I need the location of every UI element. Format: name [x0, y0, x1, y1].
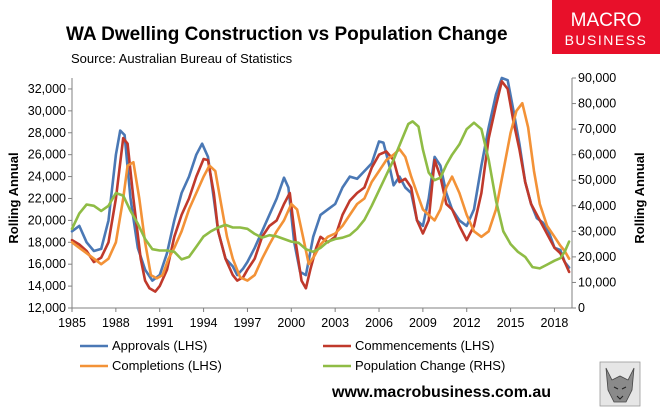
- left-tick-label: 28,000: [28, 126, 66, 140]
- x-tick-label: 2009: [409, 316, 437, 330]
- macrobusiness-logo: MACRO BUSINESS: [552, 0, 660, 54]
- right-tick-label: 40,000: [578, 199, 616, 213]
- legend-label: Approvals (LHS): [112, 338, 207, 353]
- x-tick-label: 1994: [190, 316, 218, 330]
- left-tick-label: 22,000: [28, 191, 66, 205]
- footer-url: www.macrobusiness.com.au: [331, 384, 551, 401]
- left-tick-label: 24,000: [28, 170, 66, 184]
- right-tick-label: 70,000: [578, 122, 616, 136]
- chart-title: WA Dwelling Construction vs Population C…: [66, 24, 508, 45]
- x-tick-label: 2018: [541, 316, 569, 330]
- right-tick-label: 80,000: [578, 97, 616, 111]
- right-tick-label: 90,000: [578, 71, 616, 85]
- legend-label: Population Change (RHS): [355, 358, 505, 373]
- left-axis-title: Rolling Annual: [6, 152, 21, 243]
- x-tick-label: 1997: [234, 316, 262, 330]
- legend: Approvals (LHS) Commencements (LHS) Comple…: [80, 338, 505, 373]
- left-tick-label: 32,000: [28, 82, 66, 96]
- x-tick-label: 1988: [102, 316, 130, 330]
- series-line-approvals-lhs: [70, 76, 571, 282]
- series-line-commencements-lhs: [70, 80, 571, 293]
- x-tick-label: 1985: [58, 316, 86, 330]
- wolf-logo-icon: [599, 361, 641, 407]
- right-tick-label: 20,000: [578, 250, 616, 264]
- left-tick-label: 14,000: [28, 279, 66, 293]
- x-tick-label: 2006: [365, 316, 393, 330]
- series-line-population-change-rhs: [70, 120, 571, 270]
- left-tick-label: 16,000: [28, 257, 66, 271]
- left-tick-label: 18,000: [28, 235, 66, 249]
- right-tick-label: 60,000: [578, 148, 616, 162]
- x-tick-label: 2000: [277, 316, 305, 330]
- left-tick-label: 20,000: [28, 213, 66, 227]
- logo-line2: BUSINESS: [565, 32, 648, 48]
- legend-label: Commencements (LHS): [355, 338, 494, 353]
- right-tick-label: 10,000: [578, 275, 616, 289]
- left-tick-label: 26,000: [28, 148, 66, 162]
- right-axis-title: Rolling Annual: [632, 152, 647, 243]
- right-tick-label: 30,000: [578, 224, 616, 238]
- logo-background: [552, 0, 660, 54]
- x-tick-label: 2015: [497, 316, 525, 330]
- right-tick-label: 50,000: [578, 173, 616, 187]
- series-line-completions-lhs: [70, 101, 571, 282]
- x-tick-label: 1991: [146, 316, 174, 330]
- x-tick-label: 2012: [453, 316, 481, 330]
- right-tick-label: 0: [578, 301, 585, 315]
- left-tick-label: 30,000: [28, 104, 66, 118]
- left-tick-label: 12,000: [28, 301, 66, 315]
- x-tick-label: 2003: [321, 316, 349, 330]
- chart-subtitle: Source: Australian Bureau of Statistics: [71, 51, 293, 66]
- legend-label: Completions (LHS): [112, 358, 222, 373]
- logo-line1: MACRO: [571, 10, 642, 31]
- plot-area: 12,000 14,000 16,000 18,000 20,000 22,000 24,0…: [28, 71, 617, 330]
